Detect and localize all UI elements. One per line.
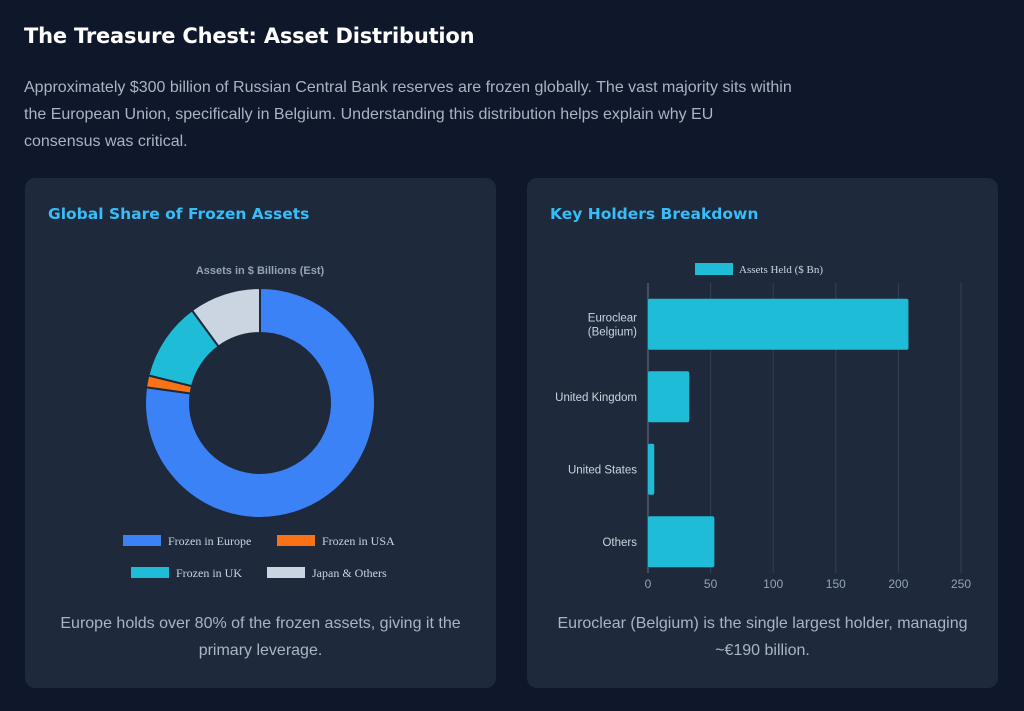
legend-label-frozen-in-europe[interactable]: Frozen in Europe bbox=[168, 534, 251, 548]
bar-united-kingdom[interactable] bbox=[648, 371, 690, 423]
x-tick-label-0: 0 bbox=[645, 577, 652, 591]
donut-slice-frozen-in-europe[interactable] bbox=[144, 286, 376, 519]
x-tick-label-200: 200 bbox=[888, 577, 908, 591]
legend-swatch-frozen-in-usa[interactable] bbox=[277, 535, 315, 546]
legend-label-frozen-in-uk[interactable]: Frozen in UK bbox=[176, 566, 242, 580]
bar-legend-label[interactable]: Assets Held ($ Bn) bbox=[739, 264, 823, 276]
page-intro: Approximately $300 billion of Russian Ce… bbox=[24, 79, 792, 150]
category-label-united-kingdom: United Kingdom bbox=[555, 392, 637, 404]
legend-swatch-frozen-in-europe[interactable] bbox=[123, 535, 161, 546]
category-label-euroclear-belgium: (Belgium) bbox=[588, 326, 637, 338]
global-share-card: Global Share of Frozen Assets Assets in … bbox=[25, 178, 496, 688]
x-tick-label-150: 150 bbox=[826, 577, 846, 591]
page-title: The Treasure Chest: Asset Distribution bbox=[24, 24, 475, 48]
x-tick-label-250: 250 bbox=[951, 577, 971, 591]
donut-chart: Assets in $ Billions (Est) Frozen in Euro… bbox=[123, 265, 395, 580]
donut-slice-japan-others[interactable] bbox=[190, 286, 261, 348]
legend-swatch-japan-others[interactable] bbox=[267, 567, 305, 578]
bar-legend-swatch[interactable] bbox=[695, 263, 733, 275]
key-holders-title: Key Holders Breakdown bbox=[550, 205, 759, 223]
key-holders-card: Key Holders Breakdown Assets Held ($ Bn)… bbox=[527, 178, 998, 688]
global-share-title: Global Share of Frozen Assets bbox=[48, 205, 310, 223]
category-label-others: Others bbox=[602, 537, 637, 549]
legend-label-japan-others[interactable]: Japan & Others bbox=[312, 566, 387, 580]
category-label-euroclear-belgium: Euroclear bbox=[588, 312, 637, 324]
x-tick-label-50: 50 bbox=[704, 577, 718, 591]
category-label-united-states: United States bbox=[568, 464, 637, 476]
legend-swatch-frozen-in-uk[interactable] bbox=[131, 567, 169, 578]
bar-others[interactable] bbox=[648, 516, 715, 568]
bar-united-states[interactable] bbox=[648, 443, 655, 495]
global-share-caption: Europe holds over 80% of the frozen asse… bbox=[60, 615, 461, 659]
legend-label-frozen-in-usa[interactable]: Frozen in USA bbox=[322, 534, 395, 548]
x-tick-label-100: 100 bbox=[763, 577, 783, 591]
bar-euroclear-belgium[interactable] bbox=[648, 298, 909, 350]
bar-chart: Assets Held ($ Bn) 0 50 100 150 200 250 Eurocle… bbox=[555, 263, 971, 591]
donut-chart-title: Assets in $ Billions (Est) bbox=[196, 265, 325, 277]
key-holders-caption: Euroclear (Belgium) is the single larges… bbox=[557, 615, 968, 659]
